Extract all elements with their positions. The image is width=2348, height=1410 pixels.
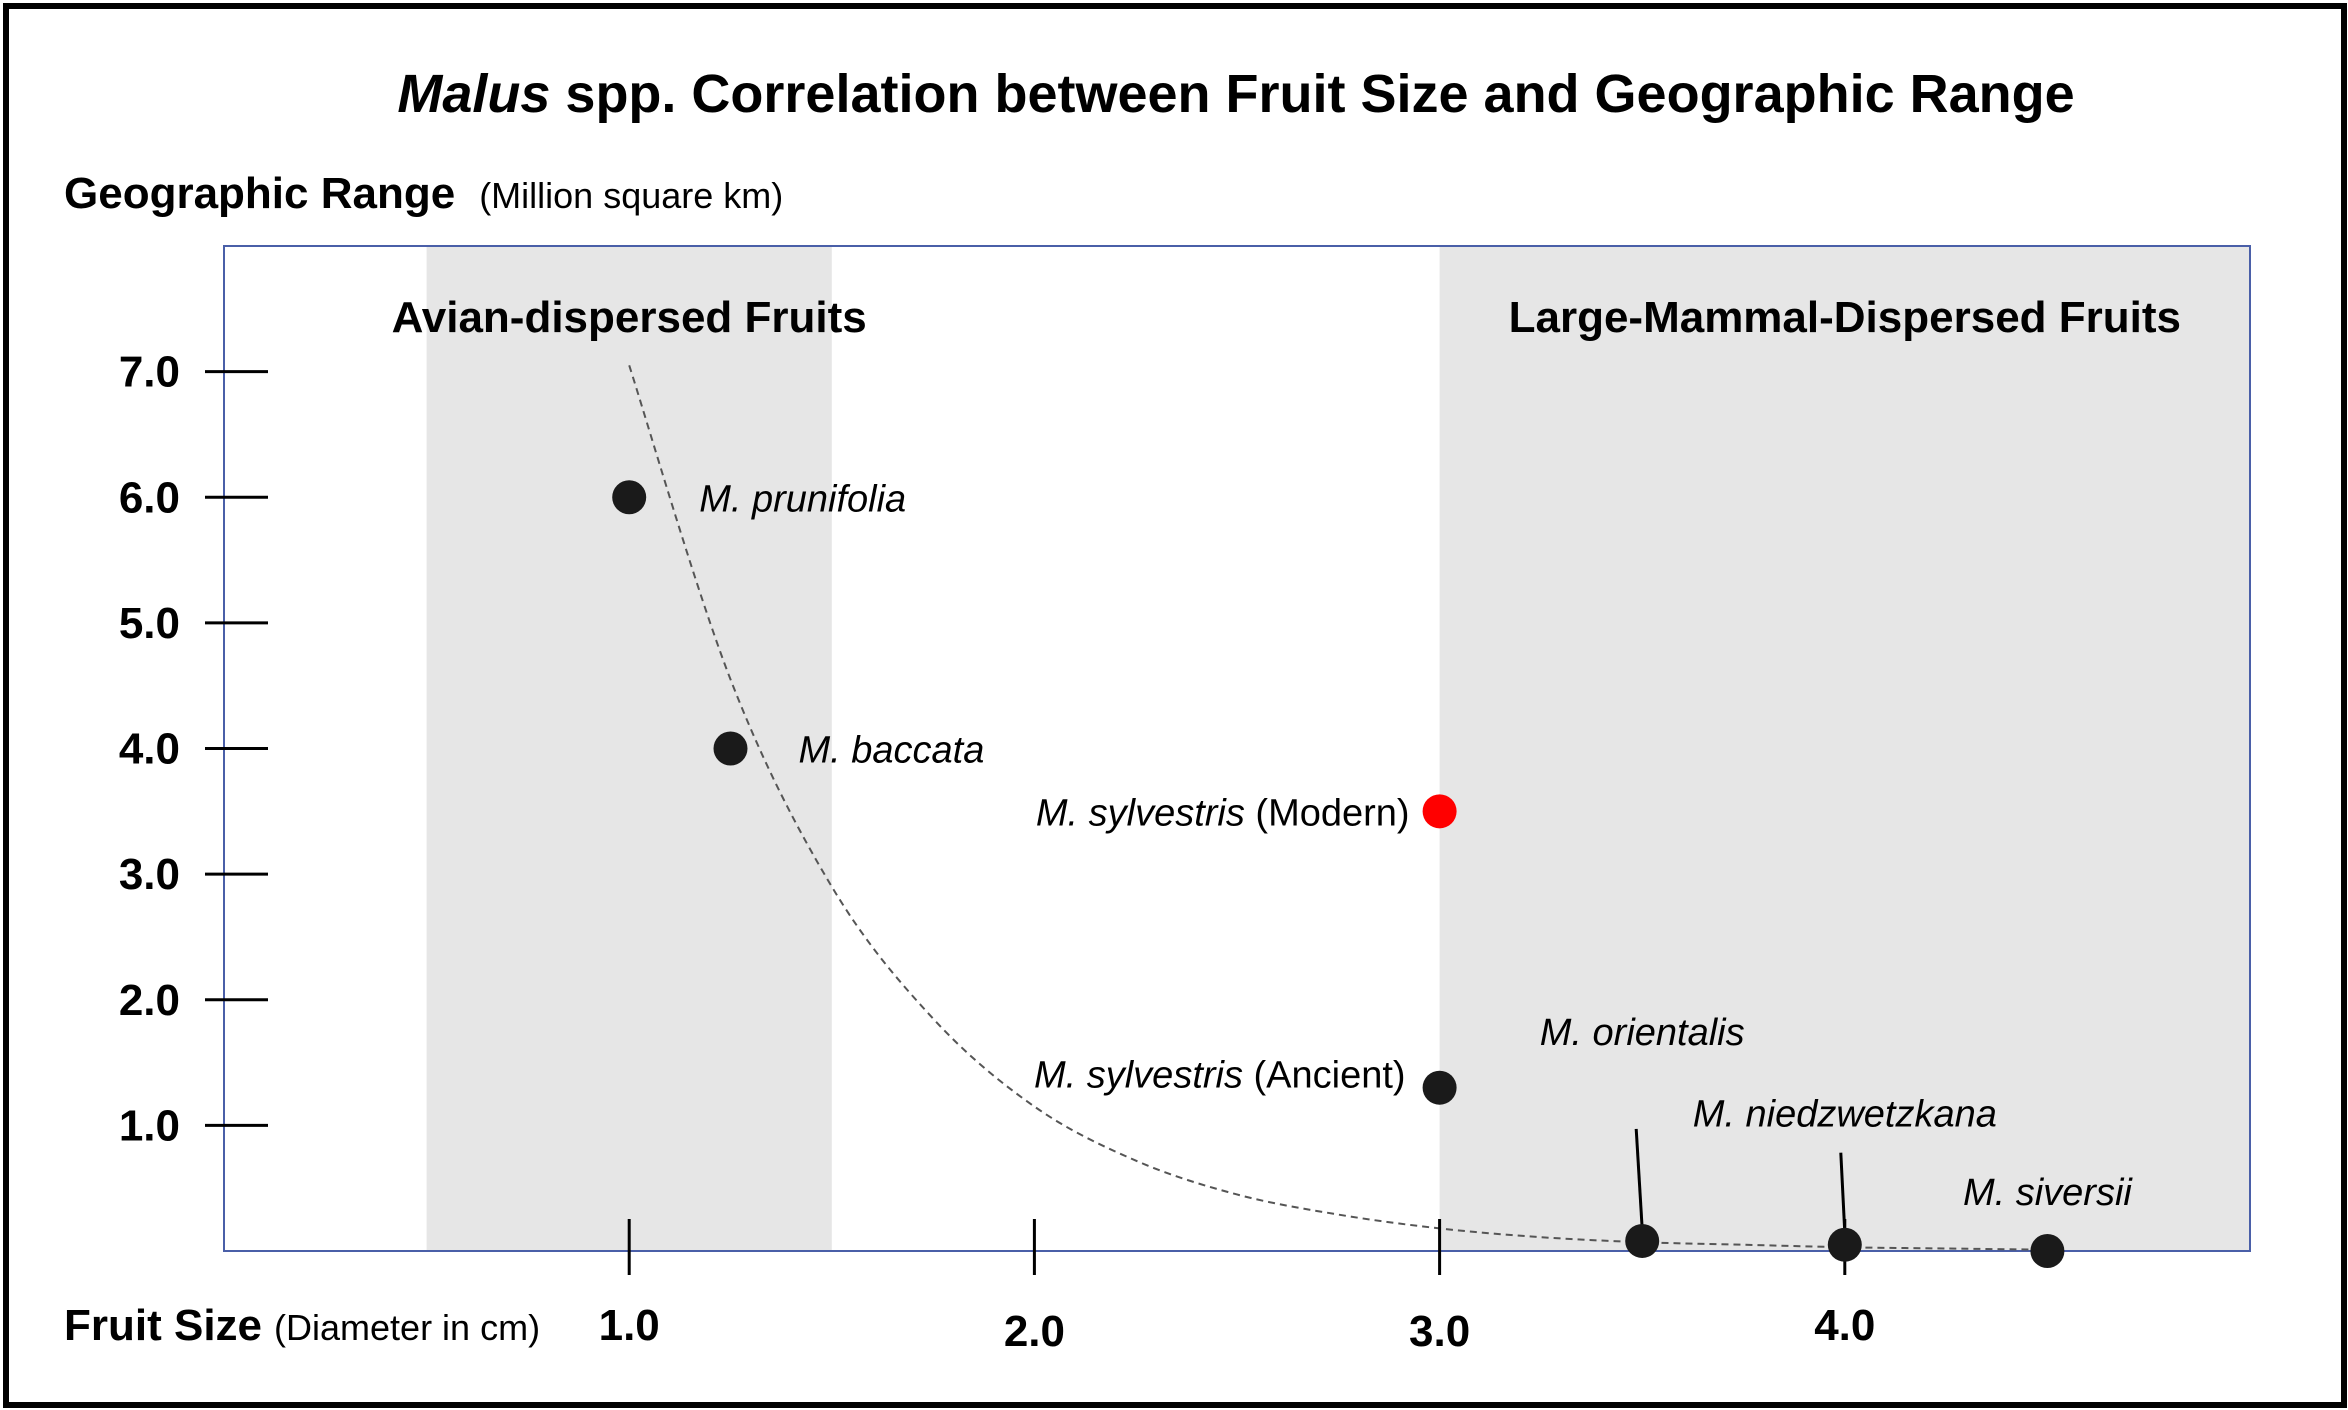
y-tick-label: 1.0 <box>119 1101 180 1150</box>
data-points: M. prunifolia M. baccata M. sylvestris (Mo… <box>612 478 2133 1268</box>
data-point <box>1422 794 1457 829</box>
point-label: M. orientalis <box>1540 1012 1745 1054</box>
x-tick-label: 3.0 <box>1409 1307 1470 1356</box>
y-axis-ticks: 1.0 2.0 3.0 4.0 5.0 6.0 7.0 <box>119 348 268 1150</box>
x-tick-label: 4.0 <box>1814 1301 1875 1350</box>
x-tick-label: 2.0 <box>1004 1307 1065 1356</box>
point-label: M. sylvestris (Ancient) <box>1034 1055 1406 1097</box>
x-tick-label: 1.0 <box>599 1301 660 1350</box>
y-tick-label: 7.0 <box>119 348 180 397</box>
region-label-1: Large-Mammal-Dispersed Fruits <box>1509 293 2181 342</box>
point-label: M. niedzwetzkana <box>1693 1094 1997 1136</box>
chart-frame <box>3 3 2347 1408</box>
region-band-0 <box>426 246 832 1251</box>
y-tick-label: 5.0 <box>119 599 180 648</box>
region-label-0: Avian-dispersed Fruits <box>392 293 867 342</box>
trend-line <box>628 365 2048 1251</box>
label-leader-line <box>1839 1152 1847 1233</box>
point-label: M. siversii <box>1963 1172 2133 1214</box>
label-leader-line <box>1634 1128 1644 1230</box>
data-point <box>2030 1234 2065 1268</box>
data-point <box>1625 1223 1660 1258</box>
y-tick-label: 4.0 <box>119 725 180 774</box>
point-label: M. baccata <box>799 730 985 772</box>
chart-title: Malus spp. Correlation between Fruit Siz… <box>397 64 2074 124</box>
y-tick-label: 6.0 <box>119 473 180 522</box>
y-tick-label: 3.0 <box>119 850 180 899</box>
y-tick-label: 2.0 <box>119 976 180 1025</box>
data-point <box>1827 1227 1862 1262</box>
point-label: M. prunifolia <box>699 478 906 520</box>
region-band-1 <box>1439 246 2250 1251</box>
data-point <box>713 731 748 766</box>
data-point <box>1422 1070 1457 1105</box>
shaded-regions: Avian-dispersed Fruits Large-Mammal-Dispe… <box>392 246 2250 1251</box>
data-point <box>612 480 647 515</box>
y-axis-title: Geographic Range (Million square km) <box>64 169 783 218</box>
x-axis-ticks: 1.0 2.0 3.0 4.0 <box>599 1219 1875 1356</box>
x-axis-title: Fruit Size (Diameter in cm) <box>64 1301 540 1350</box>
point-label: M. sylvestris (Modern) <box>1036 792 1410 834</box>
